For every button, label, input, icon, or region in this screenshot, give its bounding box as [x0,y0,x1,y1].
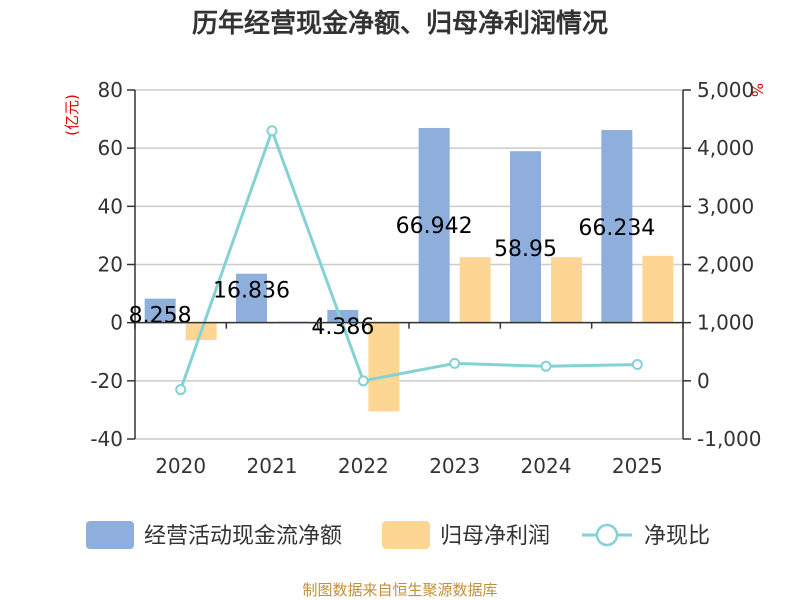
ratio-point [357,375,369,387]
right-axis-unit: % [748,83,766,97]
bar-operating-cash-flow [327,309,359,323]
legend-label-operating-cash-flow: 经营活动现金流净额 [144,524,342,549]
bar-net-profit [642,255,674,323]
bar-net-profit [459,257,491,323]
bar-operating-cash-flow [601,130,633,323]
legend-label-net-profit: 归母净利润 [440,524,550,549]
left-tick-label: -20 [90,369,123,393]
x-tick-label: 2025 [612,454,663,478]
left-tick-label: 20 [98,253,123,277]
left-tick-label: 40 [98,194,123,218]
left-tick-label: -40 [90,427,123,451]
bar-operating-cash-flow [510,151,541,323]
left-tick-label: 0 [110,311,123,335]
data-label: 8.258 [129,304,192,329]
right-axis: -1,000 0 1,000 2,000 3,000 4,000 5,000 [682,78,761,451]
ratio-point [175,384,187,396]
data-label: 66.942 [396,214,473,239]
line-series [175,125,643,396]
data-label: 16.836 [213,279,290,304]
right-tick-label: 0 [697,369,710,393]
left-axis: -40 -20 0 20 40 60 80 [90,78,136,451]
left-tick-label: 80 [98,78,123,102]
data-label: 66.234 [578,216,655,241]
left-tick-label: 60 [98,136,123,160]
data-source: 制图数据来自恒生聚源数据库 [302,581,497,599]
chart-title: 历年经营现金净额、归母净利润情况 [192,8,608,39]
right-tick-label: 3,000 [697,194,754,218]
x-tick-label: 2022 [338,454,389,478]
bar-operating-cash-flow [144,298,176,323]
bar-operating-cash-flow [236,273,267,323]
right-tick-label: -1,000 [697,427,761,451]
legend-label-ratio: 净现比 [644,524,710,549]
right-tick-label: 2,000 [697,253,754,277]
bar-net-profit [551,257,582,323]
right-tick-label: 5,000 [697,78,754,102]
bar-series [144,127,674,412]
bar-net-profit [368,322,400,412]
data-label: 58.95 [494,237,557,262]
legend: 经营活动现金流净额 归母净利润 净现比 [86,521,710,549]
right-tick-label: 4,000 [697,136,754,160]
legend-swatch-operating-cash-flow [86,521,134,549]
right-tick-label: 1,000 [697,311,754,335]
x-tick-label: 2024 [521,454,572,478]
x-tick-label: 2023 [429,454,480,478]
legend-marker-ratio [595,523,619,547]
ratio-line [179,126,638,391]
x-axis: 2020 2021 2022 2023 2024 2025 [134,321,684,478]
ratio-point [540,360,552,372]
legend-swatch-net-profit [382,521,430,549]
data-labels: 8.258 16.836 4.386 66.942 58.95 66.234 [129,214,656,340]
ratio-point [266,125,278,137]
ratio-point [449,357,461,369]
data-label: 4.386 [311,315,374,340]
x-tick-label: 2020 [155,454,206,478]
x-tick-label: 2021 [247,454,298,478]
left-axis-unit: (亿元) [63,94,81,136]
ratio-point [631,359,643,371]
gridlines [135,89,683,440]
bar-operating-cash-flow [418,127,450,323]
